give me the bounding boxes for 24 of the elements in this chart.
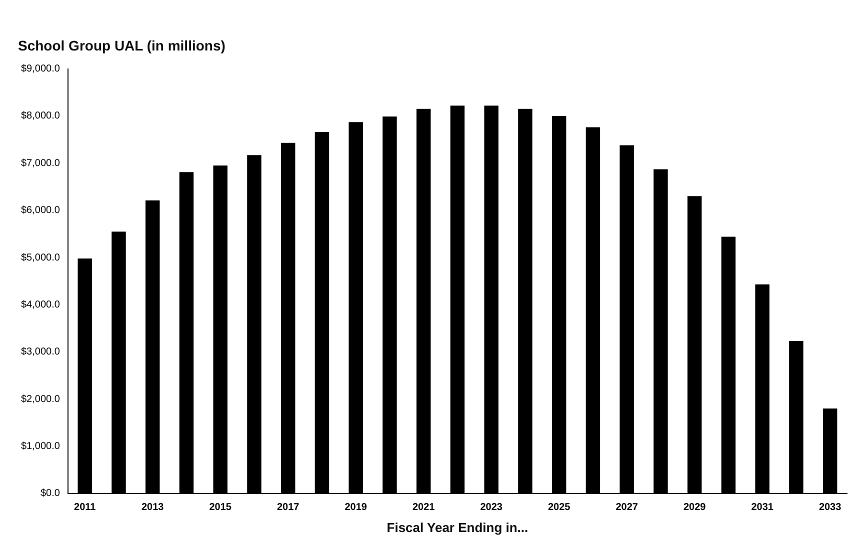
x-tick-label: 2013: [141, 502, 164, 514]
x-tick-label: 2025: [548, 502, 571, 514]
x-axis-title: Fiscal Year Ending in...: [386, 520, 528, 535]
y-tick-label: $9,000.0: [20, 64, 60, 75]
x-tick-label: 2027: [616, 502, 638, 514]
y-tick-label: $3,000.0: [20, 346, 60, 358]
y-tick-label: $5,000.0: [20, 252, 60, 264]
y-tick-label: $4,000.0: [20, 299, 60, 310]
x-tick-label: 2017: [276, 502, 300, 514]
x-tick-label: 2019: [344, 502, 368, 514]
x-tick-label: 2015: [209, 502, 232, 514]
y-tick-label: $1,000.0: [20, 440, 60, 452]
x-tick-label: 2031: [751, 502, 774, 514]
y-tick-label: $2,000.0: [20, 394, 60, 405]
x-tick-label: 2029: [683, 502, 706, 514]
chart-title: School Group UAL (in millions): [18, 37, 226, 54]
y-tick-label: $0.0: [40, 488, 60, 500]
y-tick-label: $8,000.0: [20, 110, 60, 122]
x-tick-label: 2033: [818, 502, 842, 514]
y-tick-label: $7,000.0: [20, 158, 60, 169]
y-tick-label: $6,000.0: [20, 205, 60, 216]
x-tick-label: 2021: [412, 502, 436, 514]
x-tick-label: 2023: [480, 502, 503, 514]
x-tick-label: 2011: [74, 502, 96, 514]
